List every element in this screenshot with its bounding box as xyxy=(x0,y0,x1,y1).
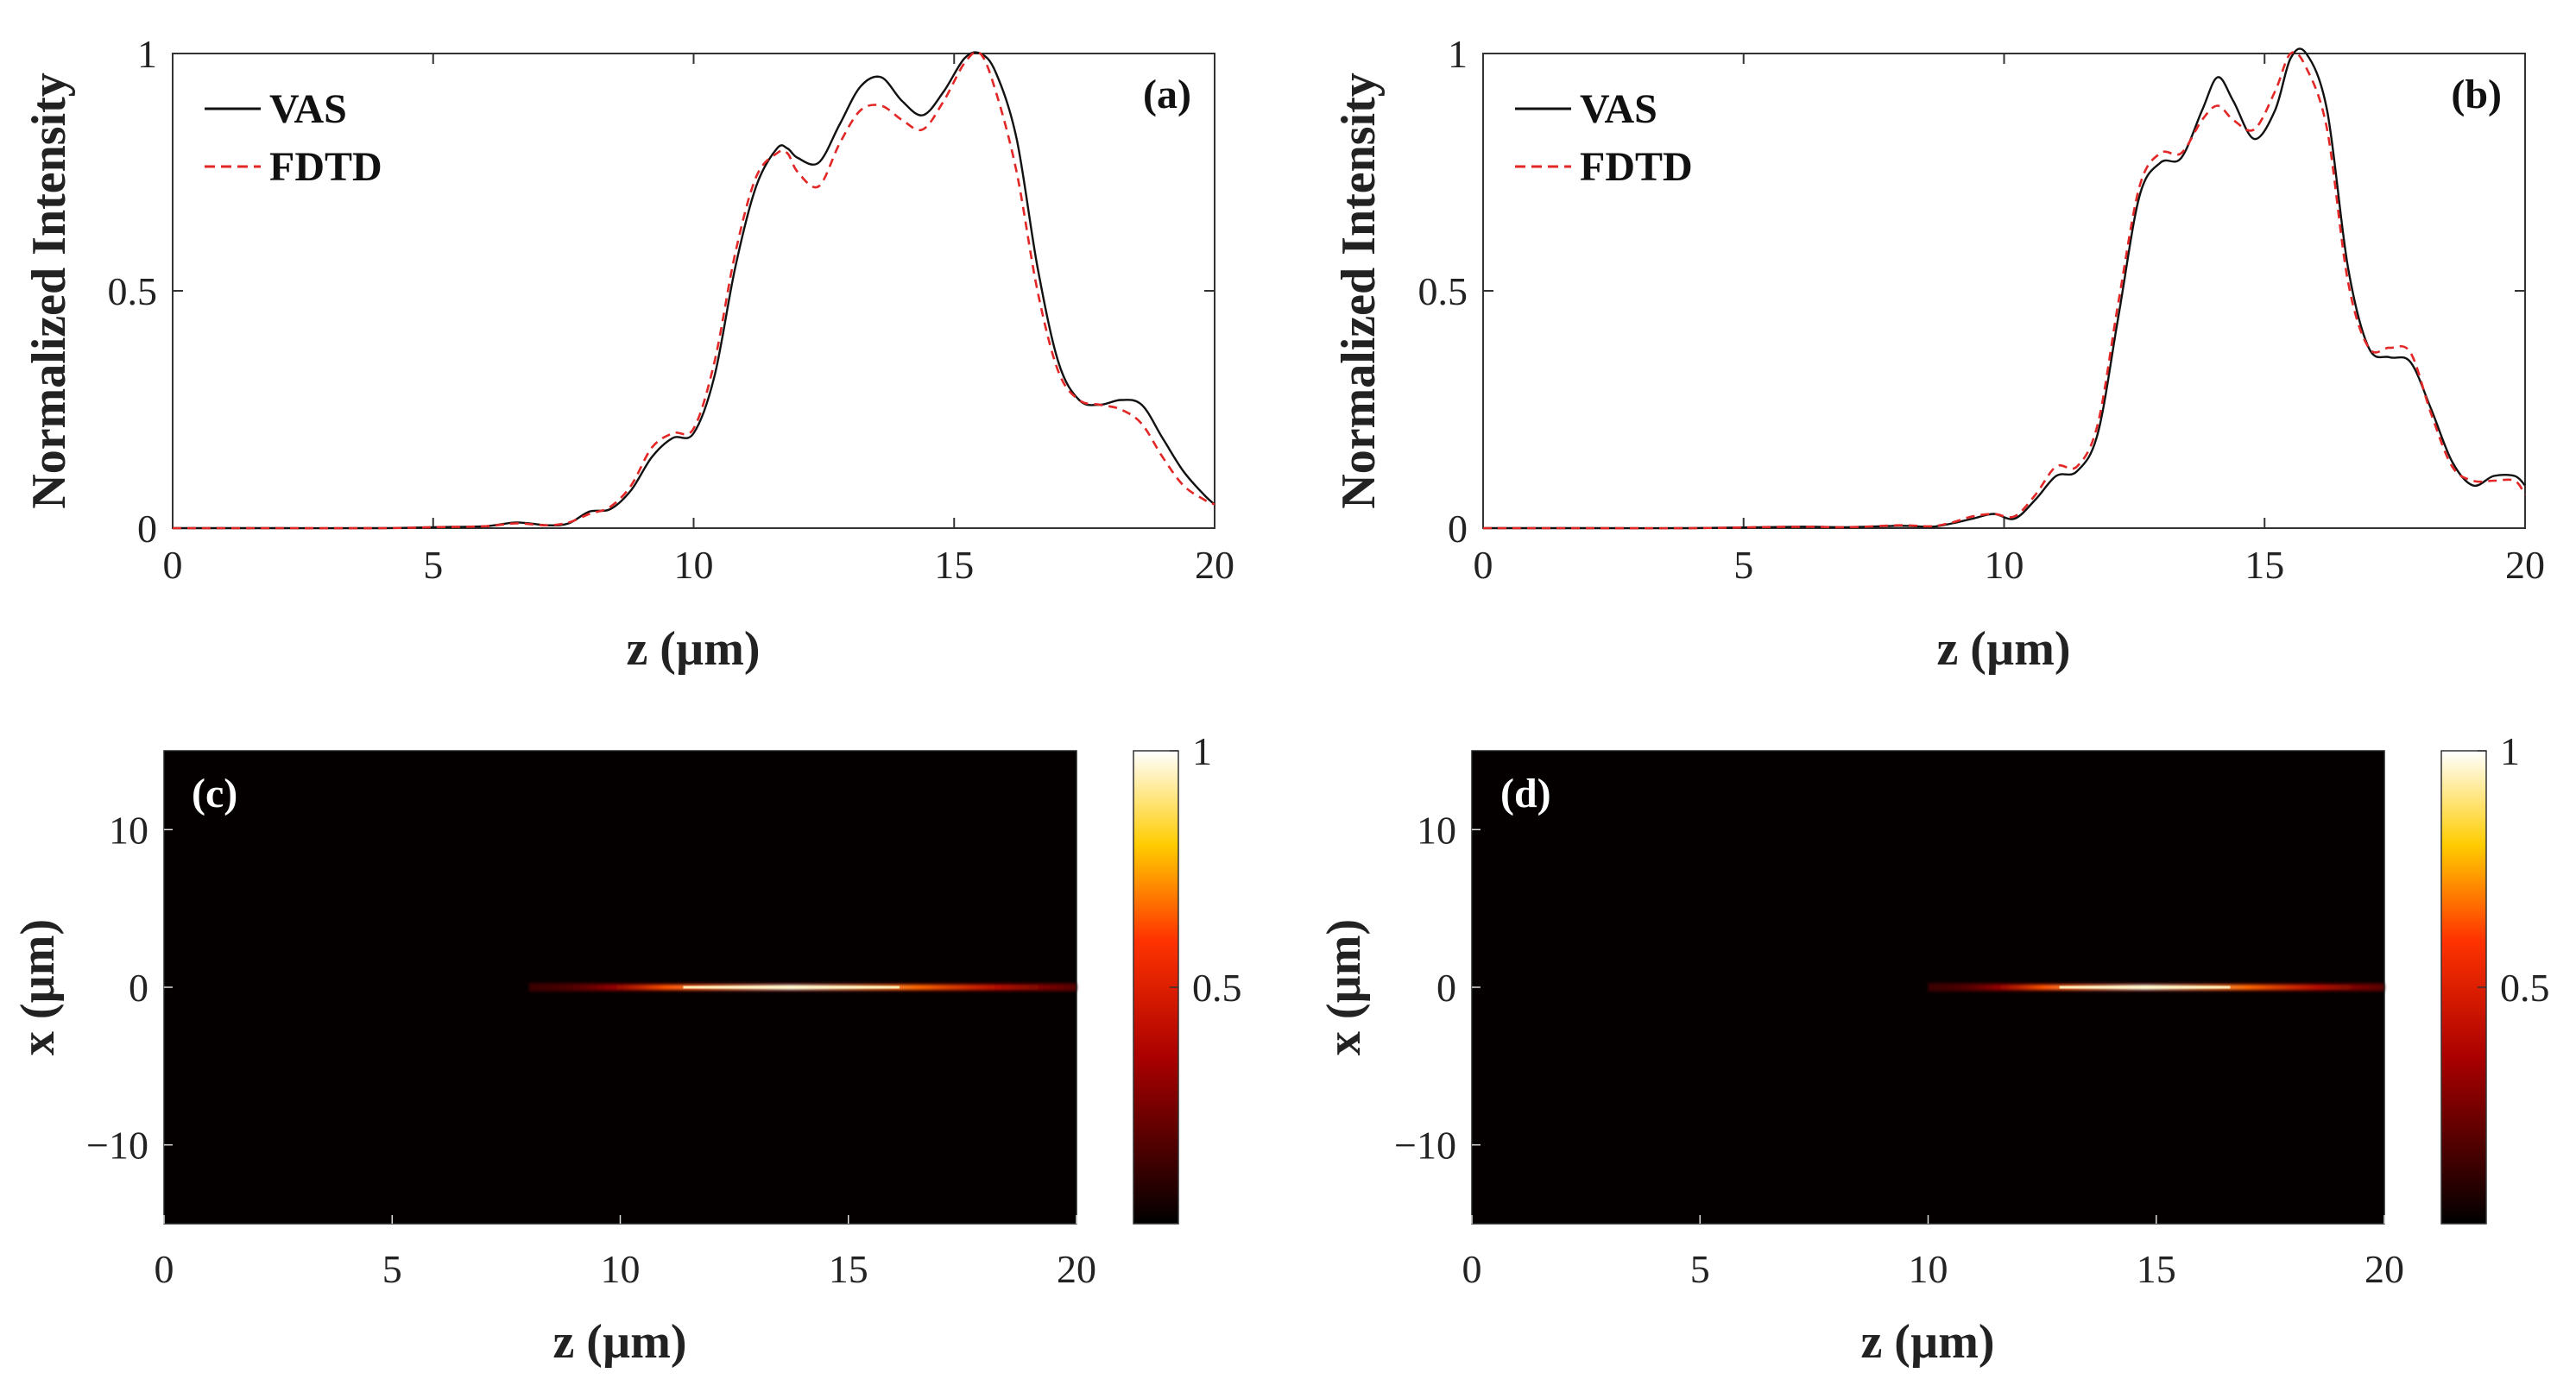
x-tick-label: 10 xyxy=(601,1247,641,1291)
panel-d-focal-beam xyxy=(1928,983,2384,992)
panel-b-x-axis-label: z (µm) xyxy=(1936,622,2070,676)
colorbar-tick-label: 0.5 xyxy=(1192,966,1242,1010)
y-tick-label: −10 xyxy=(1394,1124,1456,1168)
y-tick-label: 0 xyxy=(137,507,157,551)
x-tick-label: 5 xyxy=(1733,543,1753,587)
panel-c-tag: (c) xyxy=(192,771,237,816)
y-tick-label: 1 xyxy=(137,32,157,76)
y-tick-label: 0 xyxy=(129,966,148,1010)
panel-d: 100−10 0 5 10 15 20 x (µm) z (µm) (d) 10.5 xyxy=(1317,729,2550,1369)
beam-hot-core xyxy=(2059,986,2231,989)
panel-c-focal-beam xyxy=(528,983,1076,992)
panel-a: 0 0.5 1 0 5 10 15 20 Normalized Intensity z (µ… xyxy=(22,32,1234,676)
panel-d-y-ticks: 10 0 −10 xyxy=(1394,808,1481,1168)
x-tick-label: 0 xyxy=(163,543,183,587)
y-tick-label: 10 xyxy=(109,808,148,852)
y-tick-label: 0.5 xyxy=(108,269,158,313)
y-tick-label: 1 xyxy=(1448,32,1468,76)
y-tick-label: 0 xyxy=(1436,966,1456,1010)
panel-a-legend: VAS FDTD xyxy=(205,86,382,190)
x-tick-label: 20 xyxy=(1057,1247,1096,1291)
panel-b-x-ticks: 0 5 10 15 20 xyxy=(1474,54,2545,587)
colorbar-tick-label: 1 xyxy=(1192,729,1212,773)
x-tick-label: 5 xyxy=(1690,1247,1710,1291)
panel-b: 00.51 0 5 10 15 20 Normalized Intensity z (µ… xyxy=(1332,32,2545,676)
panel-a-x-ticks: 0 5 10 15 20 xyxy=(163,54,1234,587)
panel-c-x-axis-label: z (µm) xyxy=(552,1315,686,1369)
panel-b-y-ticks: 00.51 xyxy=(1418,32,2525,551)
x-tick-label: 10 xyxy=(1909,1247,1948,1291)
colorbar-tick-label: 0.5 xyxy=(2500,966,2550,1010)
panel-d-tag: (d) xyxy=(1500,771,1551,816)
panel-d-colorbar-ticks: 10.5 xyxy=(2478,729,2550,1010)
panel-a-y-axis-label: Normalized Intensity xyxy=(22,72,76,509)
x-tick-label: 10 xyxy=(1985,543,2024,587)
panel-b-y-axis-label: Normalized Intensity xyxy=(1332,72,1386,509)
panel-c: 100−10 0 5 10 15 20 x (µm) z (µm) (c) 10.5 xyxy=(11,729,1242,1369)
x-tick-label: 0 xyxy=(155,1247,174,1291)
legend-fdtd-label: FDTD xyxy=(1580,144,1693,190)
panel-b-legend: VAS FDTD xyxy=(1515,86,1693,190)
beam-hot-core xyxy=(683,986,900,989)
x-tick-label: 5 xyxy=(423,543,443,587)
x-tick-label: 20 xyxy=(2364,1247,2404,1291)
panel-a-series xyxy=(173,50,1215,530)
panel-a-plot-area xyxy=(172,53,1215,529)
panel-b-series xyxy=(1483,47,2527,530)
colorbar-tick-label: 1 xyxy=(2500,729,2520,773)
y-tick-label: 0.5 xyxy=(1418,269,1468,313)
y-tick-label: −10 xyxy=(86,1124,148,1168)
legend-fdtd-label: FDTD xyxy=(269,144,382,190)
y-tick-label: 0 xyxy=(1448,507,1468,551)
series-line-fdtd xyxy=(173,50,1215,530)
x-tick-label: 10 xyxy=(674,543,714,587)
x-tick-label: 0 xyxy=(1474,543,1493,587)
series-line-vas xyxy=(1483,47,2526,530)
panel-a-tag: (a) xyxy=(1143,72,1191,117)
panel-c-y-axis-label: x (µm) xyxy=(11,919,65,1055)
legend-vas-label: VAS xyxy=(1580,86,1657,132)
panel-c-colorbar-ticks: 10.5 xyxy=(1170,729,1242,1010)
panel-d-y-axis-label: x (µm) xyxy=(1317,919,1371,1055)
panel-a-x-axis-label: z (µm) xyxy=(626,622,760,676)
y-tick-label: 10 xyxy=(1417,808,1456,852)
series-line-fdtd xyxy=(1483,51,2527,530)
panel-b-tag: (b) xyxy=(2451,72,2502,117)
panel-d-x-axis-label: z (µm) xyxy=(1860,1315,1994,1369)
x-tick-label: 20 xyxy=(2505,543,2545,587)
x-tick-label: 15 xyxy=(2245,543,2284,587)
panel-c-colorbar xyxy=(1133,750,1179,1225)
x-tick-label: 15 xyxy=(829,1247,868,1291)
x-tick-label: 5 xyxy=(382,1247,402,1291)
panel-c-y-ticks: 10 0 −10 xyxy=(86,808,173,1168)
x-tick-label: 15 xyxy=(2137,1247,2176,1291)
x-tick-label: 15 xyxy=(934,543,974,587)
x-tick-label: 0 xyxy=(1462,1247,1482,1291)
x-tick-label: 20 xyxy=(1195,543,1234,587)
panel-c-x-ticks: 0 5 10 15 20 xyxy=(155,1215,1096,1291)
panel-d-x-ticks: 0 5 10 15 20 xyxy=(1462,1215,2404,1291)
legend-vas-label: VAS xyxy=(269,86,347,132)
